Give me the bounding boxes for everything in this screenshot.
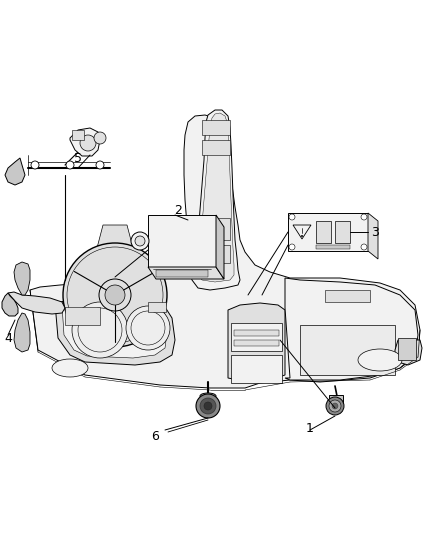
Polygon shape [30, 115, 420, 388]
Text: 6: 6 [151, 431, 159, 443]
Polygon shape [395, 340, 422, 365]
Circle shape [66, 161, 74, 169]
Circle shape [63, 243, 167, 347]
Circle shape [105, 285, 125, 305]
Circle shape [135, 236, 145, 246]
Polygon shape [228, 303, 285, 381]
Circle shape [131, 232, 149, 250]
Circle shape [80, 135, 96, 151]
Polygon shape [112, 305, 118, 342]
Circle shape [301, 235, 303, 237]
Circle shape [196, 394, 220, 418]
Polygon shape [97, 225, 133, 248]
Polygon shape [5, 158, 25, 185]
Polygon shape [148, 267, 224, 279]
Bar [325, 290, 370, 302]
Polygon shape [285, 278, 418, 380]
Circle shape [126, 306, 170, 350]
Polygon shape [62, 302, 167, 358]
Bar [231, 323, 282, 351]
Circle shape [361, 214, 367, 220]
Circle shape [329, 400, 341, 412]
Circle shape [200, 398, 216, 414]
Polygon shape [14, 313, 30, 352]
Circle shape [289, 244, 295, 250]
Polygon shape [216, 215, 224, 279]
Circle shape [99, 279, 131, 311]
Polygon shape [55, 299, 175, 365]
Bar [202, 120, 230, 135]
Ellipse shape [200, 393, 216, 399]
Polygon shape [14, 262, 30, 295]
Bar [231, 355, 282, 383]
Bar [316, 245, 350, 249]
Polygon shape [70, 128, 100, 156]
Polygon shape [2, 293, 18, 316]
Circle shape [31, 161, 39, 169]
Bar [300, 325, 395, 375]
Bar [65, 307, 100, 325]
Polygon shape [190, 110, 240, 290]
Polygon shape [368, 213, 378, 259]
Circle shape [96, 161, 104, 169]
Circle shape [94, 132, 106, 144]
Circle shape [361, 244, 367, 250]
Polygon shape [288, 213, 368, 251]
Ellipse shape [52, 359, 88, 377]
Text: 4: 4 [4, 332, 12, 344]
Bar [329, 395, 343, 403]
Circle shape [72, 302, 128, 358]
Bar [398, 338, 416, 360]
Bar [148, 302, 166, 312]
Polygon shape [122, 269, 157, 293]
Circle shape [326, 397, 344, 415]
Polygon shape [8, 292, 65, 314]
Bar [316, 221, 331, 243]
Polygon shape [73, 269, 108, 293]
Bar [234, 330, 279, 336]
Bar [335, 221, 350, 243]
Polygon shape [148, 215, 216, 267]
Bar [202, 140, 230, 155]
Bar [156, 270, 208, 277]
Text: 1: 1 [306, 422, 314, 434]
Text: 2: 2 [174, 204, 182, 216]
Text: 5: 5 [74, 151, 82, 165]
Bar [72, 130, 84, 140]
Circle shape [332, 403, 338, 409]
Polygon shape [197, 113, 234, 282]
Text: 3: 3 [371, 225, 379, 238]
Bar [202, 245, 230, 263]
Circle shape [289, 214, 295, 220]
Bar [234, 340, 279, 346]
Ellipse shape [358, 349, 402, 371]
Circle shape [204, 402, 212, 410]
Bar [202, 218, 230, 240]
